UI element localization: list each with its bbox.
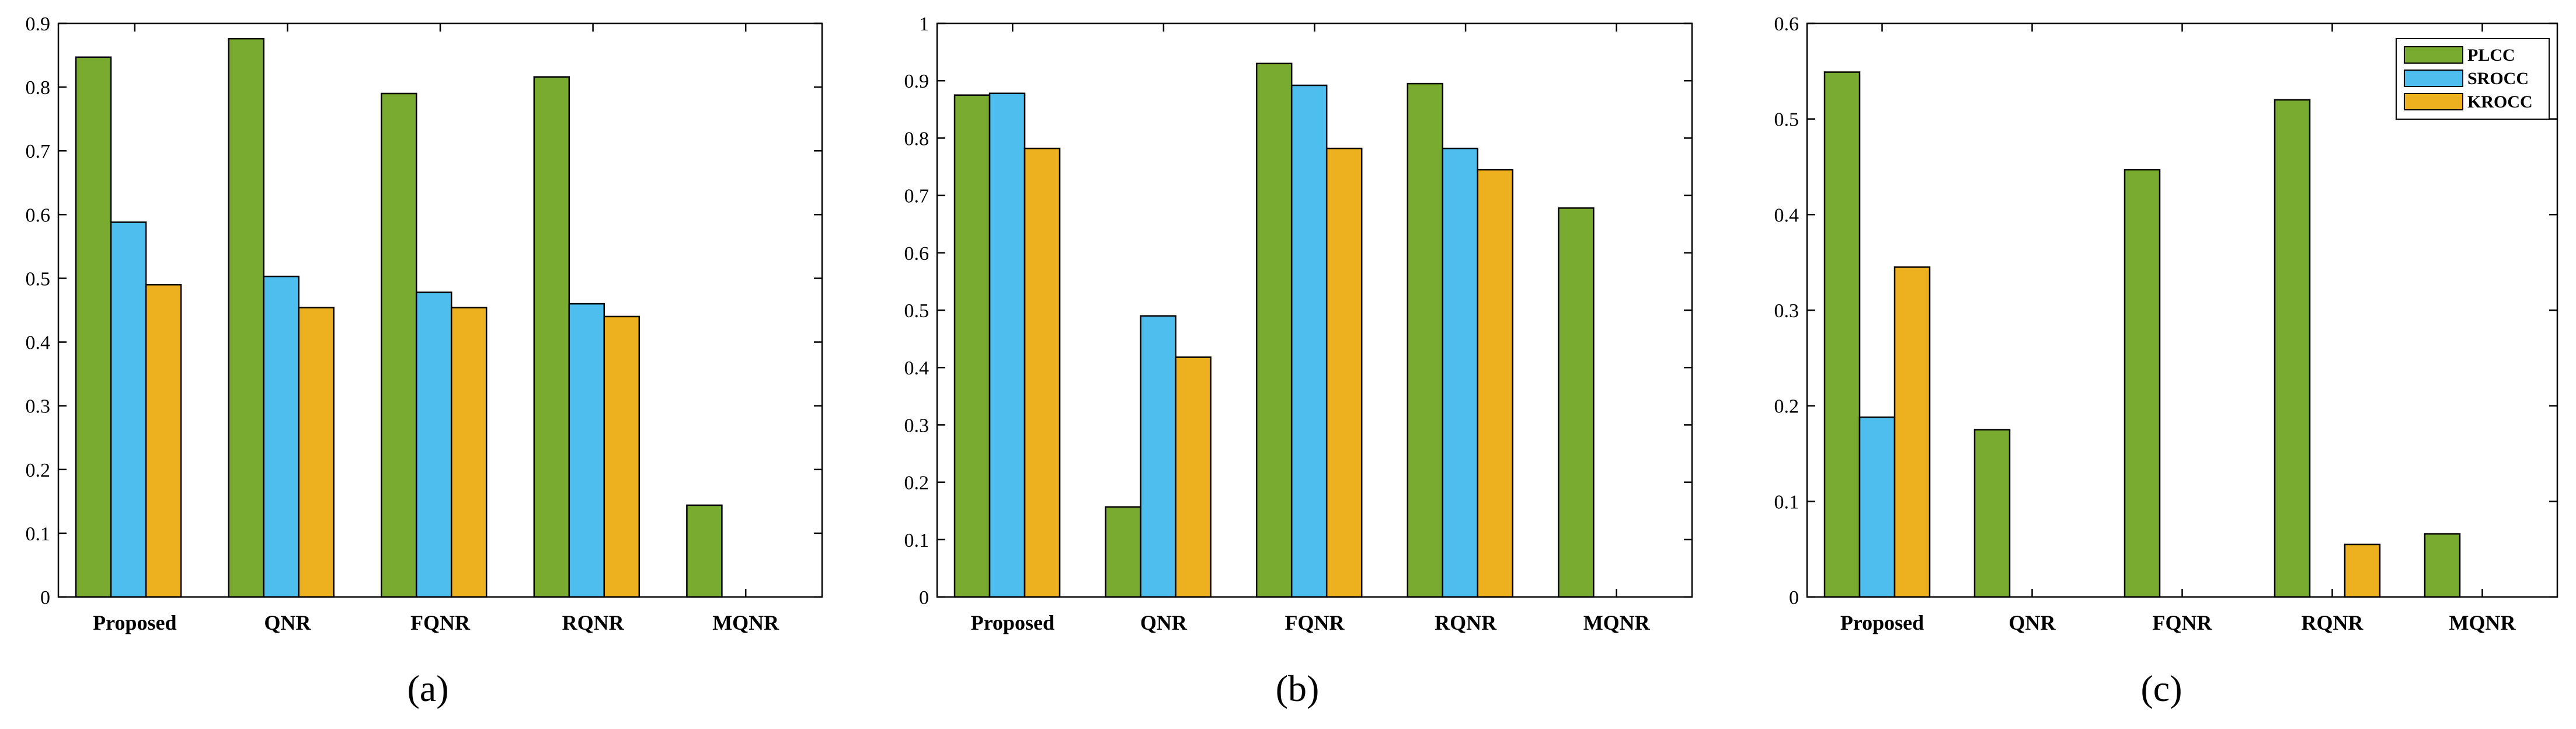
y-tick-label: 0.3 <box>1774 300 1799 322</box>
bar-srocc-rqnr <box>568 303 605 598</box>
bar-srocc-fqnr <box>415 291 452 598</box>
bar-plcc-mqnr <box>2424 533 2461 598</box>
plot-frame <box>1806 22 2558 598</box>
bar-srocc-proposed <box>1858 416 1896 598</box>
y-tick-label: 0.2 <box>26 460 51 481</box>
x-category-label: QNR <box>264 611 311 634</box>
x-category-label: MQNR <box>1583 611 1651 634</box>
y-tick-label: 0.4 <box>904 357 930 379</box>
bar-srocc-proposed <box>988 92 1026 598</box>
y-tick-label: 0.2 <box>904 473 930 494</box>
x-category-label: MQNR <box>712 611 779 634</box>
y-tick-label: 0.9 <box>26 13 51 35</box>
x-category-label: MQNR <box>2449 611 2516 634</box>
bar-plcc-fqnr <box>1255 63 1293 598</box>
bar-srocc-qnr <box>1140 315 1176 598</box>
y-tick-label: 0.1 <box>1774 491 1799 513</box>
panel-label: (a) <box>407 668 448 709</box>
bar-srocc-qnr <box>263 275 300 598</box>
y-tick-label: 0.6 <box>904 243 930 265</box>
bar-srocc-proposed <box>110 221 147 598</box>
bar-krocc-qnr <box>298 307 335 598</box>
bar-srocc-fqnr <box>1290 84 1328 598</box>
bar-plcc-mqnr <box>686 504 723 598</box>
chart-panel-1: 0 0.1 0.2 0.3 0.4 0.5 0.6 0.7 0.8 0.9 1 Proposed QNR… <box>904 13 1693 709</box>
bar-krocc-rqnr <box>603 315 640 598</box>
bar-krocc-qnr <box>1175 356 1212 598</box>
bar-krocc-rqnr <box>1477 169 1514 598</box>
bar-plcc-fqnr <box>2124 169 2161 598</box>
y-tick-label: 0.5 <box>1774 109 1799 131</box>
bar-plcc-mqnr <box>1558 207 1595 598</box>
x-category-label: Proposed <box>1840 611 1924 634</box>
legend-swatch-srocc <box>2404 70 2463 87</box>
plot-frame <box>936 22 1693 598</box>
y-tick-label: 0.2 <box>1774 396 1799 418</box>
x-category-label: RQNR <box>1435 611 1497 634</box>
y-tick-label: 0.9 <box>904 71 930 92</box>
bar-krocc-proposed <box>145 284 182 598</box>
bar-plcc-rqnr <box>1407 82 1444 598</box>
y-tick-label: 0.4 <box>1774 204 1799 226</box>
bar-plcc-fqnr <box>380 92 417 598</box>
panel-label: (b) <box>1276 668 1320 709</box>
bar-krocc-proposed <box>1893 266 1931 598</box>
y-tick-label: 0.3 <box>904 415 930 436</box>
panel-label: (c) <box>2140 668 2182 709</box>
x-category-label: FQNR <box>410 611 471 634</box>
x-category-label: RQNR <box>562 611 625 634</box>
y-tick-label: 0.8 <box>26 77 51 99</box>
y-tick-label: 1 <box>919 13 929 35</box>
y-tick-label: 0.5 <box>904 300 930 322</box>
x-category-label: Proposed <box>971 611 1054 634</box>
bar-plcc-qnr <box>228 37 264 598</box>
bar-plcc-proposed <box>75 56 112 598</box>
y-tick-label: 0.8 <box>904 128 930 150</box>
legend-label-krocc: KROCC <box>2467 92 2533 112</box>
bar-krocc-rqnr <box>2344 543 2381 598</box>
x-category-label: QNR <box>1140 611 1188 634</box>
chart-panel-0: 0 0.1 0.2 0.3 0.4 0.5 0.6 0.7 0.8 0.9 Proposed QNR F… <box>26 13 823 709</box>
bar-srocc-rqnr <box>1442 147 1479 598</box>
y-tick-label: 0.1 <box>904 530 930 551</box>
bar-plcc-rqnr <box>2274 99 2311 598</box>
y-tick-label: 0.1 <box>26 523 51 545</box>
bar-krocc-fqnr <box>450 307 488 598</box>
bar-plcc-proposed <box>953 94 991 598</box>
y-tick-label: 0.6 <box>1774 13 1799 35</box>
bar-plcc-proposed <box>1823 71 1861 598</box>
y-tick-label: 0.3 <box>26 396 51 418</box>
y-tick-label: 0 <box>1789 587 1799 609</box>
x-category-label: RQNR <box>2302 611 2364 634</box>
y-tick-label: 0.7 <box>904 186 930 207</box>
bar-plcc-qnr <box>1105 506 1141 598</box>
legend-label-plcc: PLCC <box>2467 46 2515 65</box>
x-category-label: QNR <box>2009 611 2056 634</box>
chart-panel-2: 0 0.1 0.2 0.3 0.4 0.5 0.6 Proposed QNR FQNR RQNR MQ… <box>1774 13 2558 709</box>
y-tick-label: 0.7 <box>26 141 51 162</box>
y-tick-label: 0.5 <box>26 268 51 290</box>
y-tick-label: 0 <box>919 587 929 609</box>
y-tick-label: 0.6 <box>26 204 51 226</box>
y-tick-label: 0 <box>40 587 50 609</box>
x-category-label: Proposed <box>93 611 176 634</box>
x-category-label: FQNR <box>2153 611 2213 634</box>
y-tick-label: 0.4 <box>26 332 51 354</box>
legend: PLCC SROCC KROCC <box>2396 38 2550 120</box>
legend-swatch-krocc <box>2404 93 2463 110</box>
bar-plcc-qnr <box>1973 429 2011 598</box>
bar-plcc-rqnr <box>533 76 570 598</box>
legend-swatch-plcc <box>2404 46 2463 64</box>
plot-frame <box>57 22 823 598</box>
bar-krocc-fqnr <box>1325 147 1363 598</box>
bar-krocc-proposed <box>1024 147 1061 598</box>
x-category-label: FQNR <box>1285 611 1345 634</box>
legend-label-srocc: SROCC <box>2467 69 2529 88</box>
